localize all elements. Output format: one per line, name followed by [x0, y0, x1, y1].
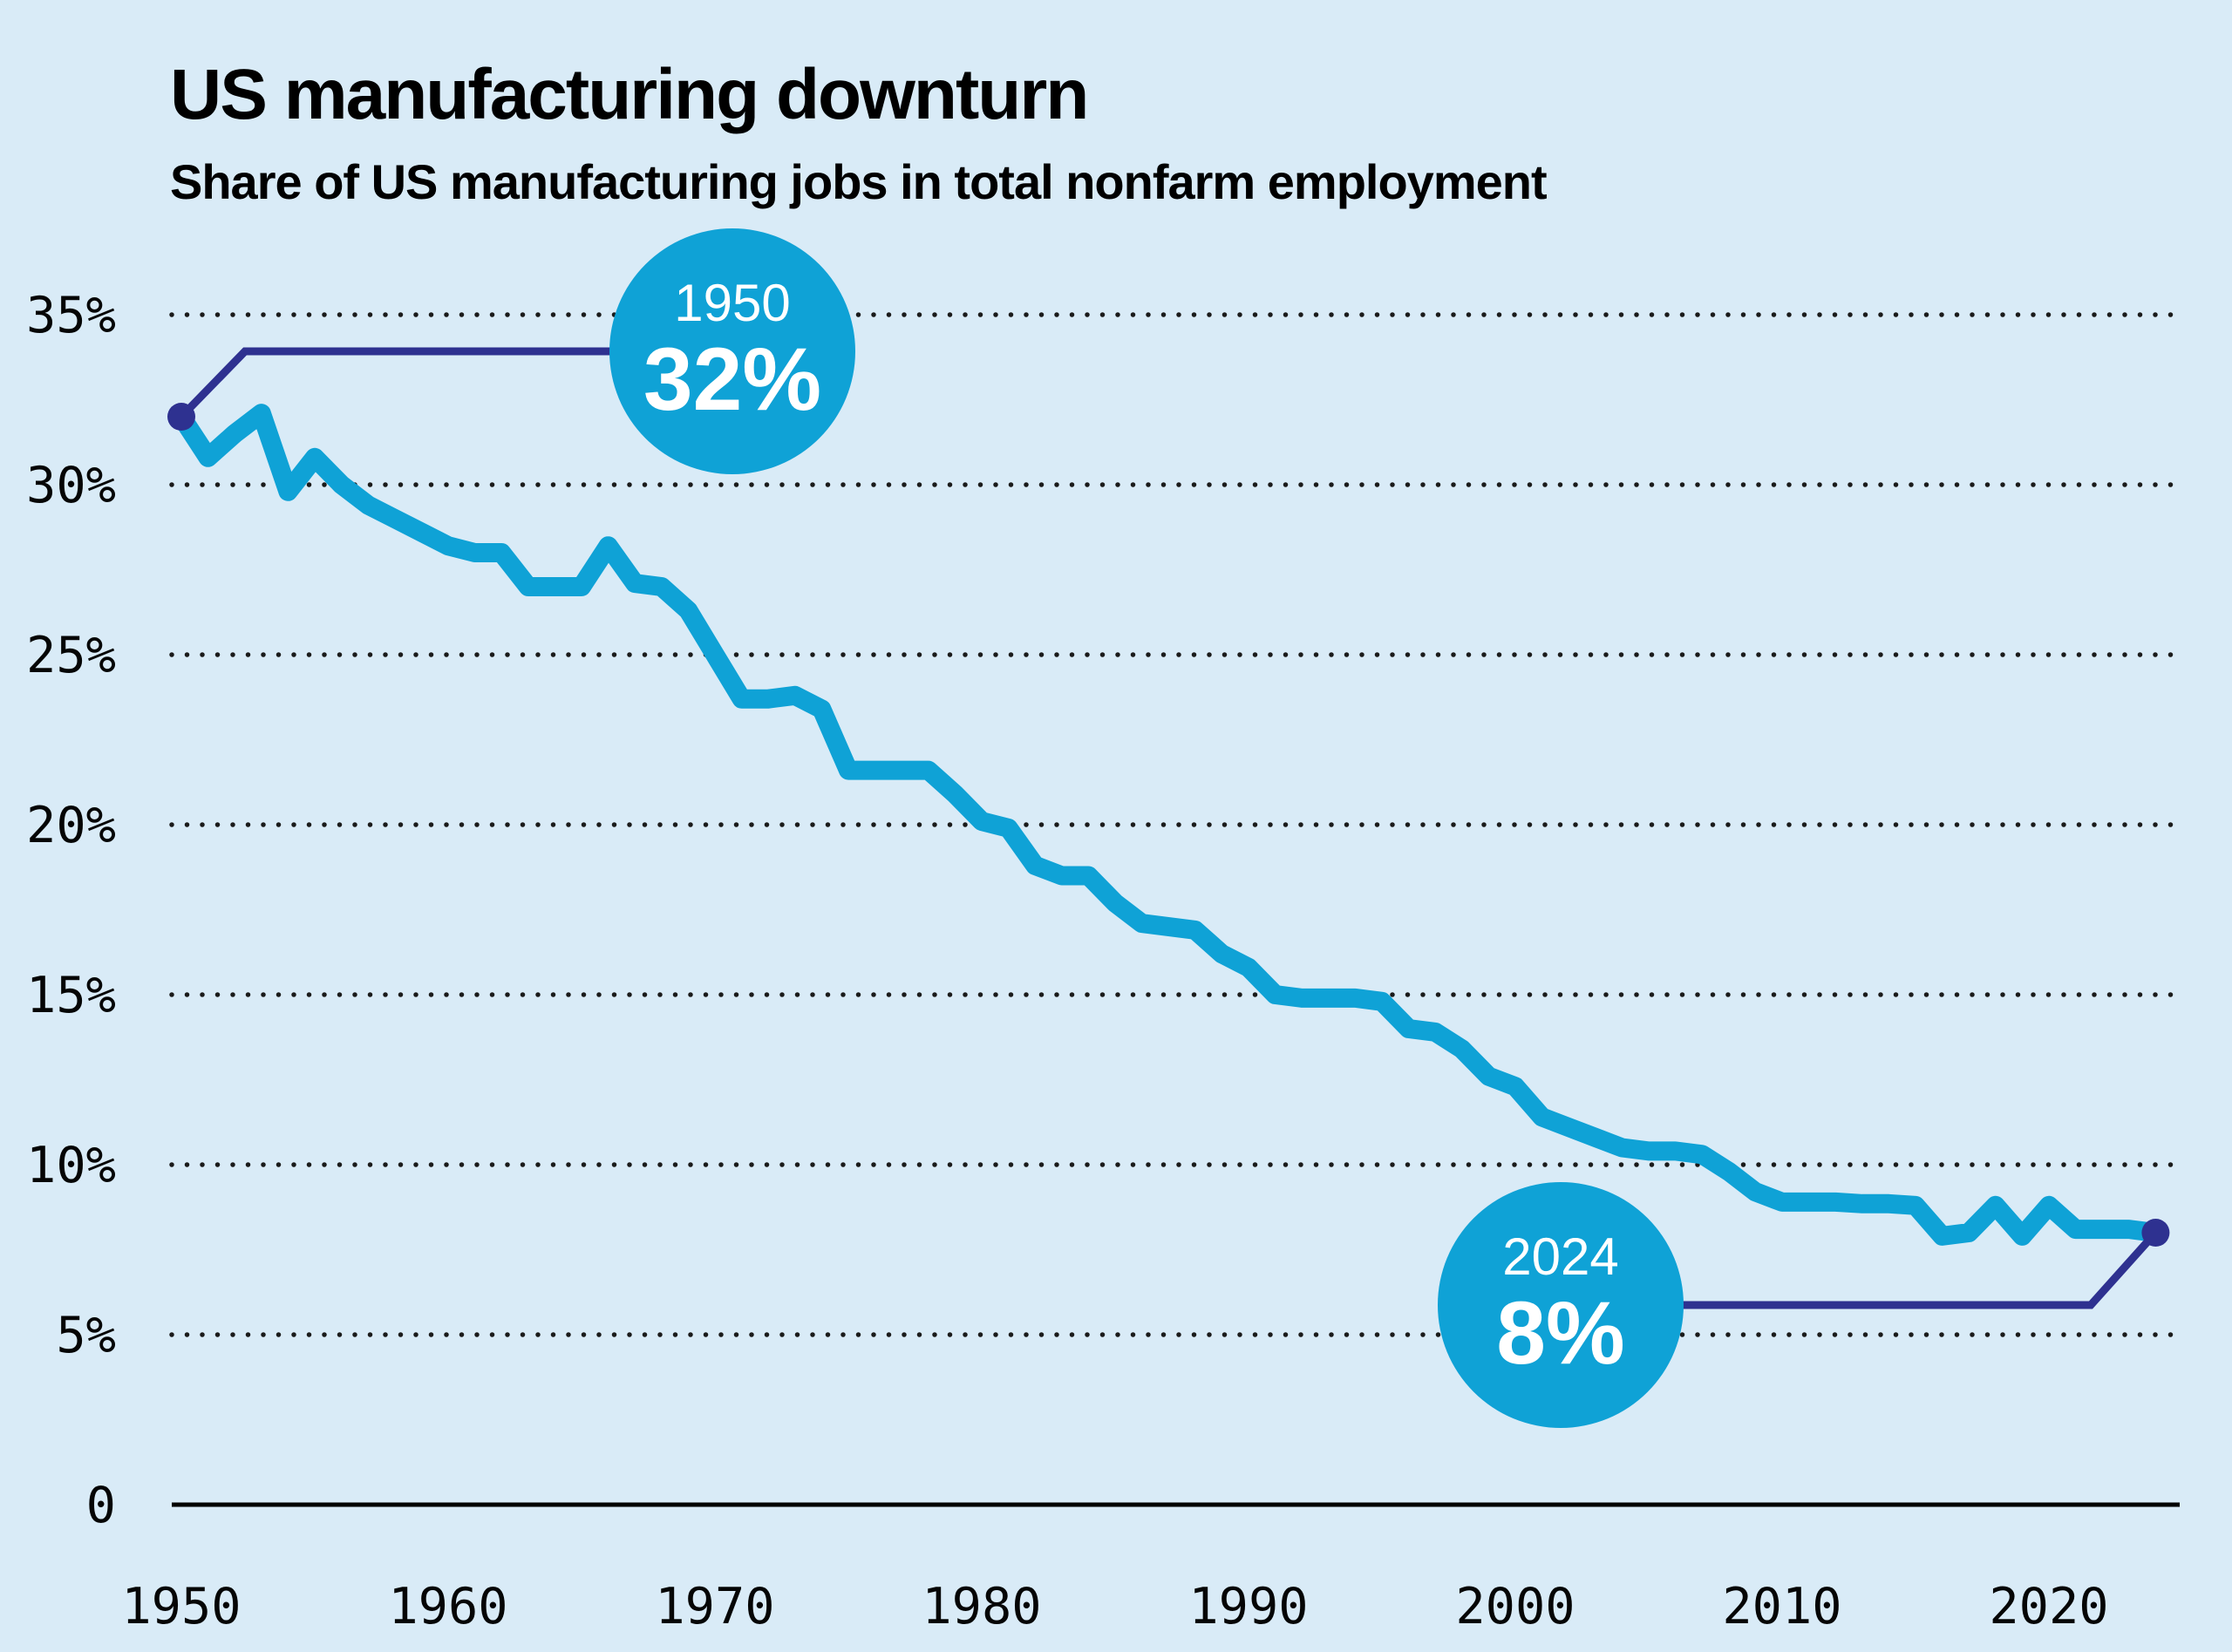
- callout-circle-2024: [1438, 1182, 1684, 1428]
- y-tick-label-35: 35%: [26, 287, 116, 344]
- x-tick-label-1970: 1970: [655, 1578, 774, 1635]
- y-tick-label-20: 20%: [26, 797, 116, 854]
- callout-value-label-1950: 32%: [643, 330, 821, 429]
- y-tick-label-0: 0: [86, 1477, 116, 1534]
- y-tick-label-30: 30%: [26, 457, 116, 514]
- callout-year-label-1950: 1950: [674, 274, 790, 332]
- series-endpoint-dot-2024: [2141, 1219, 2170, 1247]
- x-tick-label-2020: 2020: [1989, 1578, 2108, 1635]
- x-tick-label-1980: 1980: [922, 1578, 1041, 1635]
- series-endpoint-dot-1950: [167, 403, 195, 431]
- chart-header: US manufacturing downturn Share of US ma…: [170, 55, 1548, 210]
- chart-subtitle: Share of US manufacturing jobs in total …: [170, 154, 1548, 209]
- callout-year-label-2024: 2024: [1502, 1227, 1618, 1286]
- series-line: [172, 404, 2166, 1246]
- x-tick-label-1960: 1960: [388, 1578, 507, 1635]
- callout-connector-2024: [1561, 1229, 2159, 1309]
- callout-circle-1950: [609, 228, 855, 474]
- x-tick-label-1990: 1990: [1188, 1578, 1308, 1635]
- y-tick-label-5: 5%: [56, 1307, 116, 1364]
- callout-value-label-2024: 8%: [1496, 1283, 1624, 1383]
- x-tick-label-2000: 2000: [1455, 1578, 1575, 1635]
- y-tick-label-10: 10%: [26, 1137, 116, 1194]
- chart-title: US manufacturing downturn: [170, 55, 1089, 134]
- x-tick-label-2010: 2010: [1722, 1578, 1841, 1635]
- x-tick-label-1950: 1950: [121, 1578, 241, 1635]
- callout-connector-1950: [178, 347, 732, 420]
- y-tick-label-25: 25%: [26, 627, 116, 684]
- y-tick-label-15: 15%: [26, 967, 116, 1024]
